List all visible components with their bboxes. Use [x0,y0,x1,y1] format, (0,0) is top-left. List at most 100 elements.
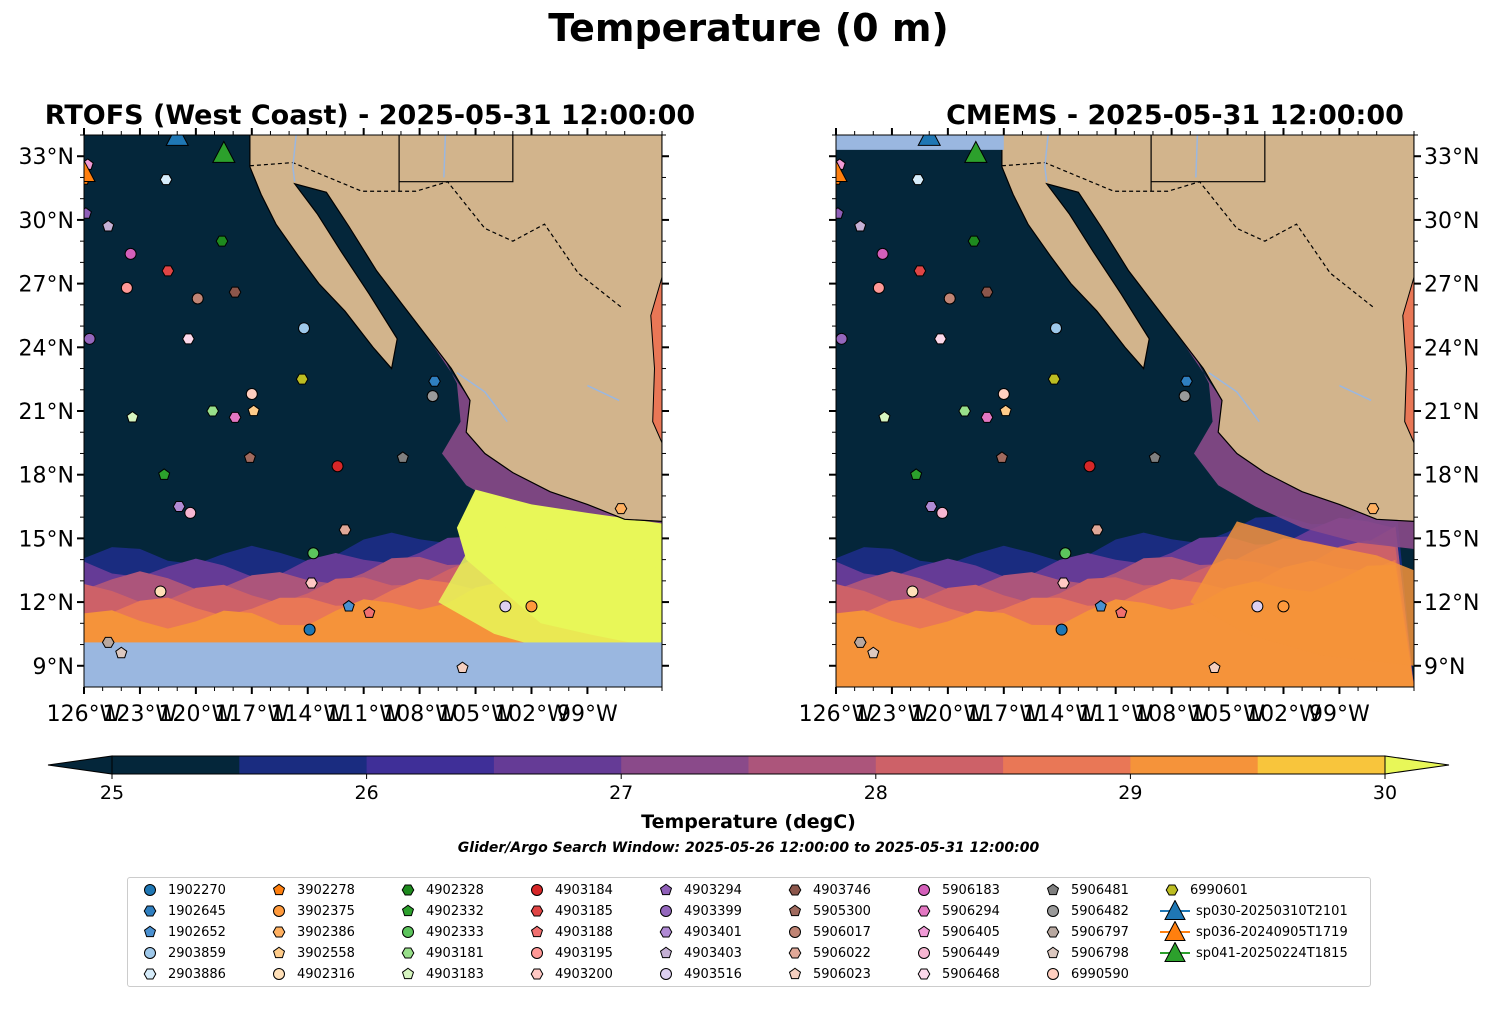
legend-marker [530,905,544,917]
border-line [249,161,622,308]
colorbar-tick-label: 26 [355,782,379,804]
legend-marker [530,968,544,980]
marker-5906481 [396,451,409,463]
marker-4903195 [872,281,885,294]
border-line [1001,161,1374,308]
legend-item: sp041-20250224T1815 [1160,942,1348,963]
colorbar-label: Temperature (degC) [641,811,856,833]
legend-label: 6990601 [1190,882,1248,898]
legend-marker [401,904,415,917]
legend-label: sp030-20250310T2101 [1196,903,1348,919]
legend-label: 4903200 [555,966,613,982]
legend-label: 5906017 [813,924,871,940]
legend-label: 4903294 [684,882,742,898]
legend-marker [917,968,931,980]
legend-item: 4903403 [654,943,742,963]
marker-4903188 [1115,606,1128,618]
legend-item: 3902558 [267,943,355,963]
lon-tick-label: 111°W [326,702,401,727]
marker-6990590 [245,388,258,401]
legend-marker [659,926,673,938]
lat-tick-label: 15°N [1424,527,1479,552]
colorbar-tick-label: 29 [1118,782,1142,804]
search-window-note: Glider/Argo Search Window: 2025-05-26 12… [457,840,1040,856]
legend-marker [531,884,543,896]
legend-item: 5905300 [783,901,871,921]
lon-tick-label: 111°W [1078,702,1153,727]
legend-label: 1902645 [168,903,226,919]
colorbar-tick-label: 27 [609,782,633,804]
marker-5906294 [980,411,994,423]
colorbar-tick-label: 28 [864,782,888,804]
marker-3902375 [525,600,538,613]
legend-item: 4902333 [396,922,484,942]
legend-label: 5906405 [942,924,1000,940]
marker-4903516 [499,600,512,613]
marker-4902316 [154,585,167,598]
marker-4902328 [215,235,229,247]
marker-5906449 [184,506,197,519]
marker-4902333 [1059,547,1072,560]
marker-1902645 [1180,375,1193,387]
marker-1902645 [428,375,441,387]
marker-6990601 [295,373,309,385]
observation-legend: 1902270 1902645 1902652 2903859 2903886 39022… [127,877,1371,987]
marker-5906468 [182,333,195,345]
legend-item: 4903399 [654,901,742,921]
legend-marker [918,884,930,896]
legend-item: 6990601 [1160,880,1248,900]
legend-label: 4903183 [426,966,484,982]
legend-item: 4903188 [525,922,613,942]
legend-label: 5906797 [1071,924,1129,940]
colorbar-segment [493,756,622,774]
legend-label: 4902333 [426,924,484,940]
marker-4902332 [910,468,923,480]
legend-item: 4903200 [525,964,613,984]
legend-label: 1902270 [168,882,226,898]
legend-marker [1046,946,1060,959]
panel-title-rtofs: RTOFS (West Coast) - 2025-05-31 12:00:00 [44,100,696,131]
legend-label: 4902328 [426,882,484,898]
lat-tick-label: 24°N [1424,336,1479,361]
colorbar-segment [748,756,877,774]
gulf-of-mexico [1402,277,1414,444]
marker-5906798 [115,646,128,659]
colorbar-under-arrow [47,755,113,775]
legend-marker [788,884,802,896]
legend-label: 3902386 [297,924,355,940]
legend-item: 5906017 [783,922,871,942]
marker-4903183 [126,410,139,423]
legend-marker [144,947,156,959]
legend-label: 4903516 [684,966,742,982]
marker-5906797 [853,636,867,648]
marker-4903401 [172,501,186,513]
marker-6990601 [1047,373,1061,385]
marker-4902316 [906,585,919,598]
legend-marker [401,967,415,980]
marker-4903399 [836,332,848,345]
legend-item: 4903181 [396,943,484,963]
legend-label: 3902375 [297,903,355,919]
marker-4903746 [980,286,994,298]
marker-4903399 [84,332,96,345]
legend-item: 4902332 [396,901,484,921]
legend-label: 4903185 [555,903,613,919]
lat-tick-label: 12°N [1424,591,1479,616]
lon-tick-label: 123°W [103,702,178,727]
legend-label: 5906798 [1071,945,1129,961]
legend-item: 4902328 [396,880,484,900]
lon-tick-label: 102°W [1246,702,1321,727]
legend-label: 4903184 [555,882,613,898]
lon-tick-label: 117°W [966,702,1041,727]
lon-tick-label: 120°W [158,702,233,727]
legend-marker [789,926,801,938]
legend-marker [531,947,543,959]
legend-label: 4903188 [555,924,613,940]
marker-4903294 [84,207,92,219]
lon-tick-label: 102°W [494,702,569,727]
legend-marker [917,925,931,938]
legend-marker [1046,926,1060,938]
warm-region [438,521,662,666]
legend-item: 4903184 [525,880,613,900]
marker-3902558 [999,404,1012,417]
